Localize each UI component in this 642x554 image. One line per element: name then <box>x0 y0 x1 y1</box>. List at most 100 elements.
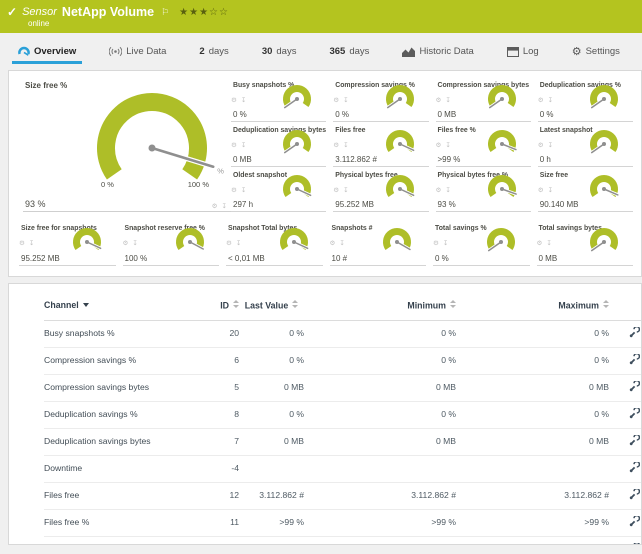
sort-icon <box>292 300 299 308</box>
gauge-settings-icon[interactable]: ⚙ <box>536 239 544 247</box>
tab-settings[interactable]: ⚙ Settings <box>566 43 626 64</box>
cell-min: 0 % <box>304 320 456 348</box>
tab-live-data[interactable]: Live Data <box>103 43 172 64</box>
edit-channel-icon[interactable] <box>629 487 640 500</box>
column-header-minimum[interactable]: Minimum <box>304 296 456 321</box>
tab-label: Live Data <box>126 46 167 57</box>
gauge-arc <box>481 226 521 262</box>
gauge-pin-icon[interactable]: ↧ <box>343 141 350 149</box>
gauge-pin-icon[interactable]: ↧ <box>240 186 248 194</box>
gauge-cell: Size free 90.140 MB ⚙ ↧ <box>537 169 633 213</box>
edit-channel-icon[interactable] <box>629 352 640 365</box>
gauge-settings-icon[interactable]: ⚙ <box>537 141 545 149</box>
gauge-pin-icon[interactable]: ↧ <box>445 141 452 149</box>
gauge-pin-icon[interactable]: ↧ <box>445 186 452 194</box>
tab-days[interactable]: 30 days <box>256 43 303 64</box>
gauge-pin-icon[interactable]: ↧ <box>547 186 555 194</box>
gauge-settings-icon[interactable]: ⚙ <box>231 186 238 194</box>
gauge-settings-icon[interactable]: ⚙ <box>435 96 443 104</box>
priority-stars[interactable]: ★★★☆☆ <box>179 6 229 18</box>
gauge-pin-icon[interactable]: ↧ <box>343 186 350 194</box>
gauge-pin-icon[interactable]: ↧ <box>28 239 36 247</box>
gauge-cell: Deduplication savings bytes 0 MB ⚙ ↧ <box>231 124 327 168</box>
gauge-pin-icon[interactable]: ↧ <box>442 239 450 247</box>
gauge-settings-icon[interactable]: ⚙ <box>435 141 443 149</box>
gauge-pin-icon[interactable]: ↧ <box>235 239 243 247</box>
bottom-gauges-grid: Size free for snapshots 95.252 MB ⚙ ↧ Snap… <box>19 222 633 267</box>
cell-id: -4 <box>191 455 239 483</box>
broadcast-icon <box>109 46 123 57</box>
gauge-settings-icon[interactable]: ⚙ <box>333 141 341 149</box>
gauge-pin-icon[interactable]: ↧ <box>547 96 555 104</box>
tab-log[interactable]: Log <box>501 43 545 64</box>
cell-id: 6 <box>191 347 239 375</box>
gauge-settings-icon[interactable]: ⚙ <box>226 239 233 247</box>
tab-days[interactable]: 2 days <box>193 43 234 64</box>
divider <box>122 265 219 266</box>
column-header-maximum[interactable]: Maximum <box>456 296 609 321</box>
small-gauges-grid: Busy snapshots % 0 % ⚙ ↧ Compression savin… <box>231 79 633 213</box>
edit-channel-icon[interactable] <box>629 325 640 338</box>
column-header-channel[interactable]: Channel <box>44 296 191 321</box>
edit-channel-icon[interactable] <box>629 541 640 546</box>
gauge-settings-icon[interactable]: ⚙ <box>231 96 238 104</box>
edit-channel-icon[interactable] <box>629 406 640 419</box>
gauge-value: 0 % <box>435 254 449 263</box>
gauge-settings-icon[interactable]: ⚙ <box>537 96 545 104</box>
gauge-pin-icon[interactable]: ↧ <box>221 202 228 210</box>
gauge-pin-icon[interactable]: ↧ <box>339 239 346 247</box>
tab-label: days <box>208 46 229 57</box>
divider <box>537 211 633 212</box>
gauge-pin-icon[interactable]: ↧ <box>132 239 139 247</box>
flag-icon[interactable]: ⚐ <box>161 6 170 17</box>
cell-min: 0 h <box>304 536 456 544</box>
cell-last: 0 % <box>239 320 304 348</box>
table-row: Files free % 11 >99 % >99 % >99 % <box>44 509 641 537</box>
overview-gauges-panel: Size free % % 0 % 100 % 93 % ⚙ ↧ Busy sn… <box>8 70 642 277</box>
cell-last: 0 % <box>239 401 304 429</box>
gauge-settings-icon[interactable]: ⚙ <box>329 239 337 247</box>
gauge-settings-icon[interactable]: ⚙ <box>435 186 443 194</box>
edit-channel-icon[interactable] <box>629 514 640 527</box>
main-gauge-cell: Size free % % 0 % 100 % 93 % ⚙ ↧ <box>19 79 231 212</box>
main-gauge-min-label: 0 % <box>101 180 114 189</box>
gauge-value: 0 % <box>335 110 350 119</box>
tab-historic-data[interactable]: Historic Data <box>396 43 479 64</box>
gauge-pin-icon[interactable]: ↧ <box>343 96 350 104</box>
tab-days[interactable]: 365 days <box>323 43 375 64</box>
cell-min: 0 % <box>304 347 456 375</box>
gauge-pin-icon[interactable]: ↧ <box>547 141 555 149</box>
gauge-arc <box>584 128 624 164</box>
column-header-id[interactable]: ID <box>191 296 239 321</box>
divider <box>231 211 327 212</box>
gauge-settings-icon[interactable]: ⚙ <box>537 186 545 194</box>
gauge-settings-icon[interactable]: ⚙ <box>19 239 26 247</box>
gauge-settings-icon[interactable]: ⚙ <box>433 239 440 247</box>
gauge-settings-icon[interactable]: ⚙ <box>211 202 219 210</box>
cell-actions <box>609 482 641 510</box>
edit-channel-icon[interactable] <box>629 433 640 446</box>
gauge-cell: Physical bytes free % 93 % ⚙ ↧ <box>435 169 531 213</box>
main-gauge-arc: % <box>77 88 227 188</box>
gauge-pin-icon[interactable]: ↧ <box>546 239 553 247</box>
gauge-settings-icon[interactable]: ⚙ <box>122 239 130 247</box>
gauge-pin-icon[interactable]: ↧ <box>445 96 452 104</box>
gauge-cell: Compression savings % 0 % ⚙ ↧ <box>333 79 429 123</box>
edit-channel-icon[interactable] <box>629 379 640 392</box>
gauge-settings-icon[interactable]: ⚙ <box>333 186 341 194</box>
edit-channel-icon[interactable] <box>629 460 640 473</box>
sensor-name: NetApp Volume <box>61 5 155 19</box>
gauge-cell: Deduplication savings % 0 % ⚙ ↧ <box>537 79 633 123</box>
sensor-type-label: Sensor <box>22 6 57 18</box>
cell-channel: Compression savings % <box>44 347 191 375</box>
tab-overview[interactable]: Overview <box>12 42 83 64</box>
cell-actions <box>609 320 641 348</box>
gauge-pin-icon[interactable]: ↧ <box>240 141 248 149</box>
divider <box>537 121 633 122</box>
table-row: Compression savings bytes 5 0 MB 0 MB 0 MB <box>44 374 641 402</box>
column-header-last-value[interactable]: Last Value <box>239 296 304 321</box>
gauge-settings-icon[interactable]: ⚙ <box>333 96 341 104</box>
gauge-settings-icon[interactable]: ⚙ <box>231 141 238 149</box>
tab-number: 30 <box>261 46 273 57</box>
gauge-pin-icon[interactable]: ↧ <box>240 96 248 104</box>
